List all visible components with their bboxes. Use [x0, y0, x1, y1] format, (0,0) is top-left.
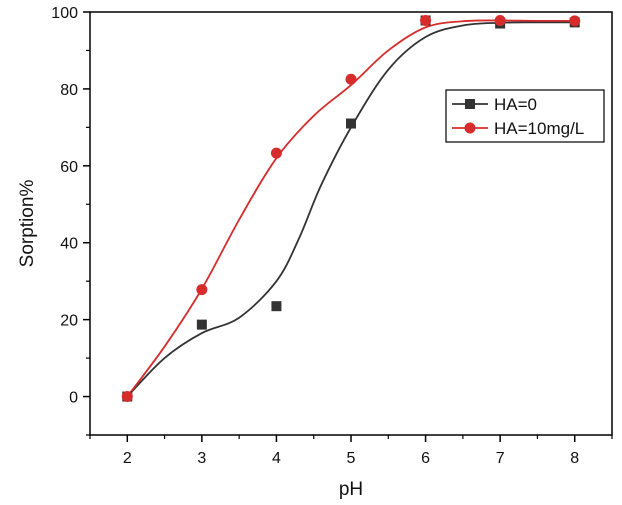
series-2-point: [345, 73, 357, 85]
x-tick-label: 3: [197, 450, 206, 467]
series-2-point: [121, 391, 133, 403]
legend-item-2-label: HA=10mg/L: [494, 119, 584, 138]
y-tick-label: 80: [60, 82, 78, 99]
legend-item-1-label: HA=0: [494, 95, 537, 114]
legend-item-2-marker: [464, 122, 476, 134]
x-axis-label: pH: [339, 479, 363, 500]
series-2-point: [494, 14, 506, 26]
series-1-point: [271, 301, 282, 312]
series-2-point: [569, 15, 581, 27]
legend-item-1-marker: [465, 99, 475, 109]
plot-area: [121, 14, 581, 403]
legend: HA=0 HA=10mg/L: [445, 89, 605, 143]
x-tick-label: 6: [421, 450, 430, 467]
series-1-point: [346, 118, 356, 129]
y-tick-label: 40: [60, 236, 78, 253]
x-tick-label: 8: [570, 450, 579, 467]
y-axis-label: Sorption%: [17, 180, 38, 268]
legend-box: [445, 89, 605, 143]
y-tick-label: 0: [69, 390, 78, 407]
series-1-point: [196, 319, 207, 330]
y-tick-label: 100: [51, 5, 78, 22]
x-tick-label: 4: [272, 450, 281, 467]
x-tick-label: 7: [496, 450, 505, 467]
series-2-point: [420, 14, 432, 26]
x-tick-label: 5: [347, 450, 356, 467]
y-tick-label: 20: [60, 313, 78, 330]
y-tick-label: 60: [60, 159, 78, 176]
x-tick-label: 2: [123, 450, 132, 467]
series-2-point: [196, 284, 208, 296]
series-2-point: [270, 147, 282, 159]
